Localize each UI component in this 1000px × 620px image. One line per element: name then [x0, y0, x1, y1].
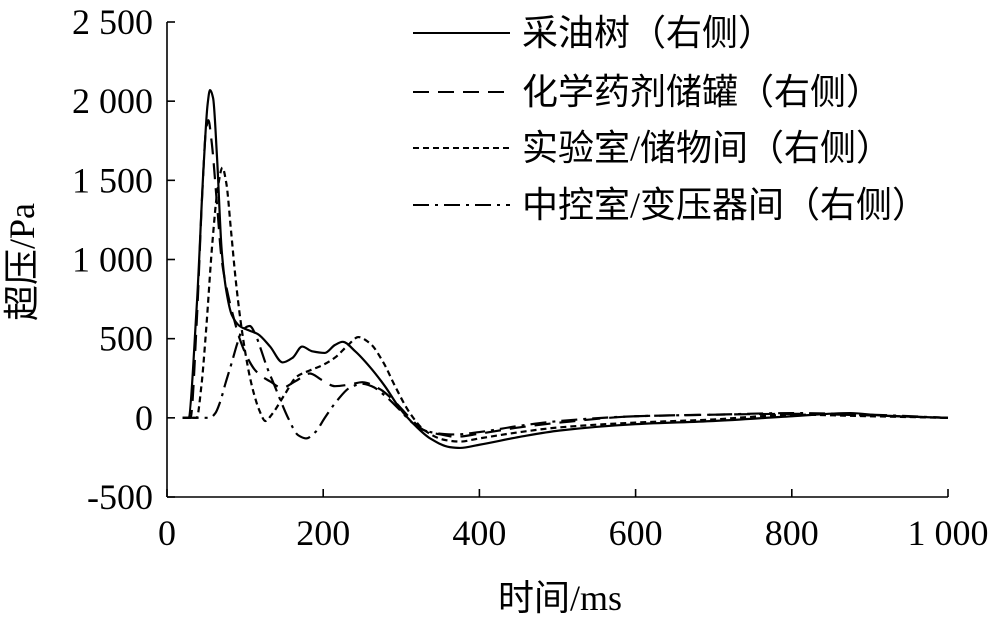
series-line-2	[182, 119, 949, 438]
y-tick-label: -500	[87, 477, 153, 517]
y-tick-label: 500	[99, 319, 153, 359]
y-tick-label: 1 000	[72, 240, 153, 280]
legend: 采油树（右侧） 化学药剂储罐（右侧） 实验室/储物间（右侧） 中控室/变压器间（…	[413, 13, 928, 225]
x-tick-label: 0	[158, 513, 176, 553]
y-tick-label: 2 500	[72, 2, 153, 42]
legend-item: 采油树（右侧）	[413, 13, 774, 53]
y-axis-title: 超压/Pa	[2, 203, 42, 321]
legend-item: 实验室/储物间（右侧）	[413, 128, 892, 168]
x-tick-label: 600	[609, 513, 663, 553]
y-tick-label: 0	[135, 398, 153, 438]
series-line-3	[182, 166, 949, 443]
x-axis-title: 时间/ms	[498, 578, 622, 618]
series-group	[182, 88, 949, 450]
series-line-4	[182, 324, 949, 440]
legend-label: 化学药剂储罐（右侧）	[522, 72, 882, 112]
legend-item: 化学药剂储罐（右侧）	[413, 72, 882, 112]
series-line-1	[182, 88, 949, 450]
legend-label: 采油树（右侧）	[522, 13, 774, 53]
legend-label: 中控室/变压器间（右侧）	[522, 185, 928, 225]
x-ticks: 0 200 400 600 800 1 000	[158, 489, 989, 553]
legend-item: 中控室/变压器间（右侧）	[413, 185, 928, 225]
y-tick-label: 1 500	[72, 160, 153, 200]
x-tick-label: 400	[452, 513, 506, 553]
y-ticks: -500 0 500 1 000 1 500 2 000 2 500	[72, 2, 175, 517]
x-tick-label: 1 000	[908, 513, 989, 553]
x-tick-label: 200	[296, 513, 350, 553]
legend-label: 实验室/储物间（右侧）	[522, 128, 892, 168]
y-tick-label: 2 000	[72, 81, 153, 121]
x-tick-label: 800	[765, 513, 819, 553]
